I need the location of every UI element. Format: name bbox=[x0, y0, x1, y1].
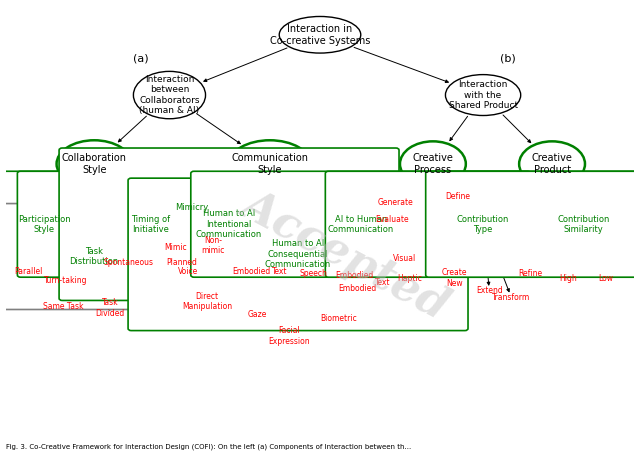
Text: (b): (b) bbox=[500, 53, 516, 63]
Text: Interaction in
Co-creative Systems: Interaction in Co-creative Systems bbox=[270, 24, 370, 45]
Text: Visual: Visual bbox=[393, 254, 416, 263]
Text: Turn-taking: Turn-taking bbox=[44, 275, 88, 285]
Text: Collaboration
Style: Collaboration Style bbox=[61, 153, 127, 175]
FancyBboxPatch shape bbox=[325, 171, 640, 277]
Text: Timing of
Initiative: Timing of Initiative bbox=[131, 214, 170, 234]
Text: Gaze: Gaze bbox=[248, 310, 267, 319]
FancyBboxPatch shape bbox=[191, 171, 531, 277]
Ellipse shape bbox=[445, 75, 521, 115]
Text: Define: Define bbox=[445, 192, 470, 201]
FancyBboxPatch shape bbox=[17, 171, 284, 277]
Text: Human to AI
Consequential
Communication: Human to AI Consequential Communication bbox=[265, 239, 331, 269]
Text: Text: Text bbox=[375, 278, 390, 287]
FancyBboxPatch shape bbox=[59, 148, 399, 300]
Text: Interaction
with the
Shared Product: Interaction with the Shared Product bbox=[449, 80, 518, 110]
Text: Transform: Transform bbox=[492, 293, 531, 302]
Text: Speech: Speech bbox=[300, 269, 328, 278]
Ellipse shape bbox=[519, 141, 585, 187]
Text: Create
New: Create New bbox=[442, 269, 468, 288]
Text: Facial
Expression: Facial Expression bbox=[268, 326, 310, 346]
Text: Extend: Extend bbox=[476, 287, 502, 295]
Text: Low: Low bbox=[598, 274, 613, 282]
Text: Participation
Style: Participation Style bbox=[18, 214, 70, 234]
Text: Communication
Style: Communication Style bbox=[231, 153, 308, 175]
Text: Haptic: Haptic bbox=[397, 274, 422, 282]
Text: Refine: Refine bbox=[518, 269, 542, 278]
Text: Human to AI
Intentional
Communication: Human to AI Intentional Communication bbox=[196, 209, 262, 239]
Ellipse shape bbox=[229, 140, 310, 188]
Text: AI to Human
Communication: AI to Human Communication bbox=[328, 214, 394, 234]
Text: Mimicry: Mimicry bbox=[175, 202, 208, 212]
Text: Creative
Process: Creative Process bbox=[412, 153, 453, 175]
Ellipse shape bbox=[279, 17, 361, 53]
Text: Parallel: Parallel bbox=[14, 267, 42, 276]
Ellipse shape bbox=[133, 71, 205, 119]
FancyBboxPatch shape bbox=[426, 171, 640, 277]
Text: Voice: Voice bbox=[178, 267, 198, 276]
Text: Biometric: Biometric bbox=[321, 314, 357, 324]
Text: (a): (a) bbox=[133, 53, 149, 63]
Text: Embodied: Embodied bbox=[339, 284, 377, 294]
Text: Accepted: Accepted bbox=[234, 182, 456, 327]
Text: Contribution
Type: Contribution Type bbox=[457, 214, 509, 234]
FancyBboxPatch shape bbox=[0, 204, 252, 309]
Text: Interaction
between
Collaborators
(human & AI): Interaction between Collaborators (human… bbox=[140, 75, 200, 115]
FancyBboxPatch shape bbox=[0, 171, 214, 277]
Text: Non-
mimic: Non- mimic bbox=[202, 236, 225, 256]
Text: Evaluate: Evaluate bbox=[375, 215, 409, 225]
Text: High: High bbox=[559, 274, 577, 282]
Text: Creative
Product: Creative Product bbox=[532, 153, 573, 175]
Text: Task
Distribution: Task Distribution bbox=[70, 247, 119, 266]
Text: Text: Text bbox=[271, 267, 287, 276]
Text: Direct
Manipulation: Direct Manipulation bbox=[182, 292, 232, 312]
Text: Task
Divided: Task Divided bbox=[95, 299, 125, 318]
Text: Spontaneous: Spontaneous bbox=[104, 258, 154, 268]
Text: Embodied: Embodied bbox=[232, 267, 270, 276]
Text: Embodied: Embodied bbox=[335, 271, 374, 281]
Text: Generate: Generate bbox=[378, 198, 413, 207]
Ellipse shape bbox=[56, 140, 132, 188]
Text: Planned: Planned bbox=[166, 258, 198, 268]
FancyBboxPatch shape bbox=[95, 177, 288, 237]
Text: Same Task: Same Task bbox=[43, 301, 83, 311]
Text: Contribution
Similarity: Contribution Similarity bbox=[557, 214, 610, 234]
FancyBboxPatch shape bbox=[128, 178, 468, 331]
Ellipse shape bbox=[400, 141, 466, 187]
Text: Fig. 3. Co-Creative Framework for Interaction Design (COFI): On the left (a) Com: Fig. 3. Co-Creative Framework for Intera… bbox=[6, 444, 412, 450]
Text: Mimic: Mimic bbox=[164, 244, 187, 252]
